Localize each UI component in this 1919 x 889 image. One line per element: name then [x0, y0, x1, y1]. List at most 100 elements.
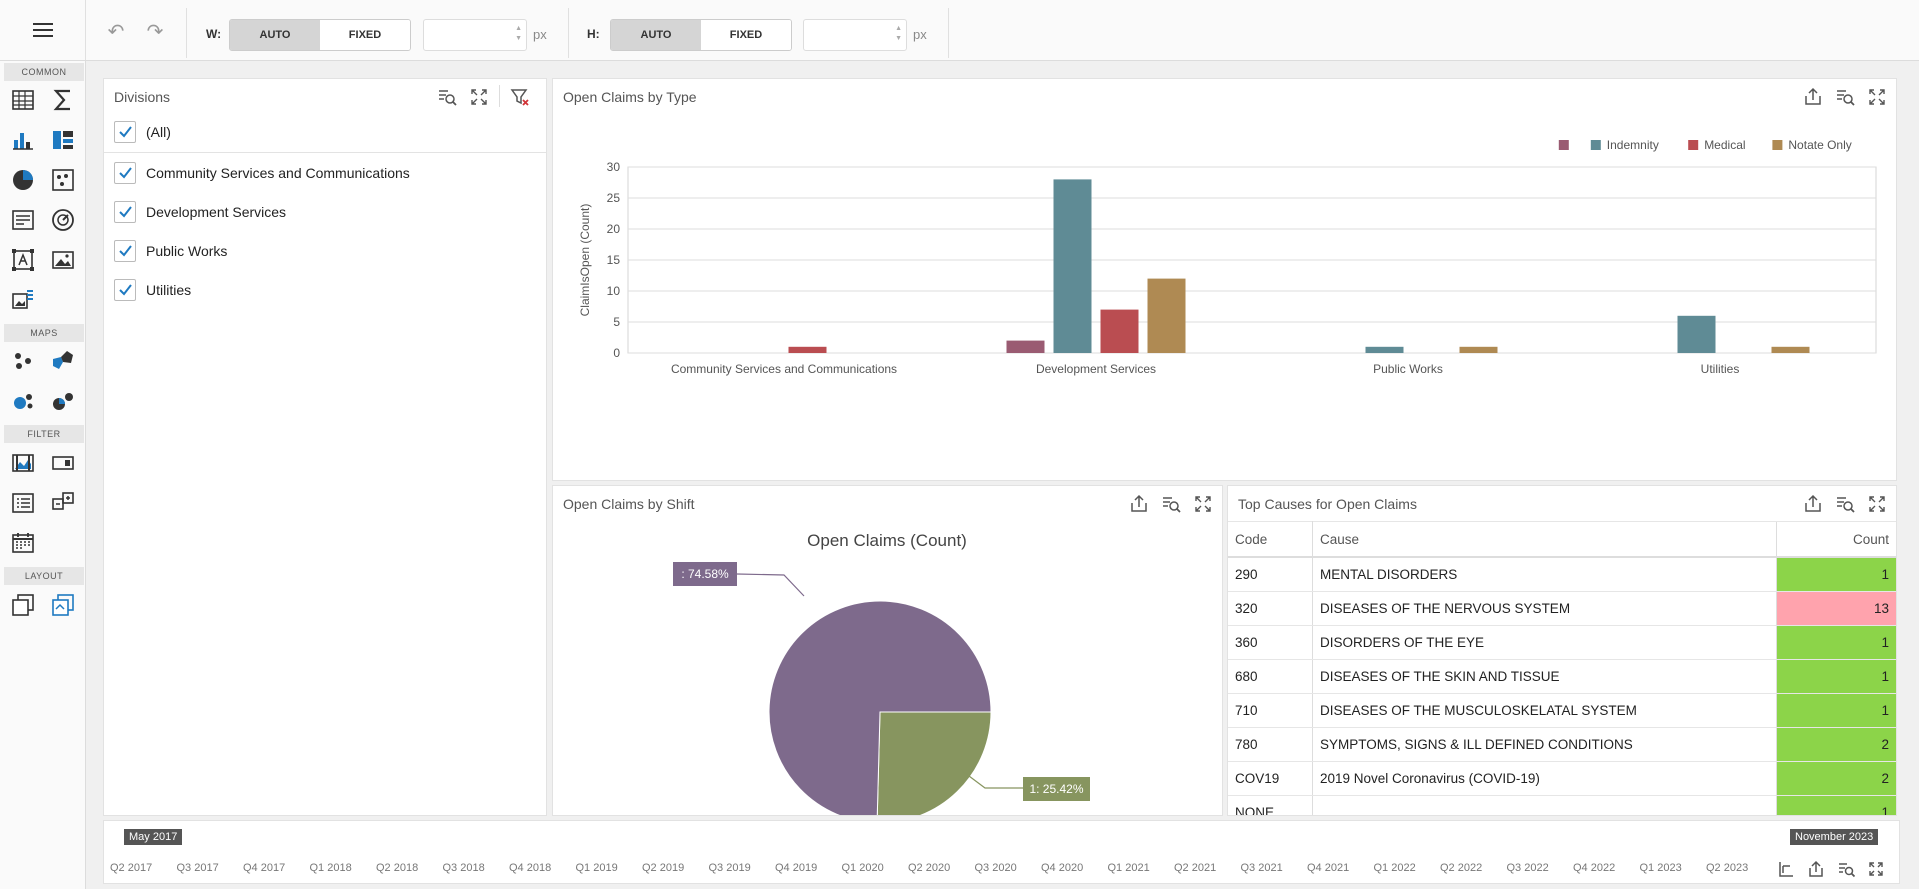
tab-container-icon[interactable]: [49, 591, 77, 619]
menu-button[interactable]: [0, 0, 86, 60]
height-auto-button[interactable]: AUTO: [611, 20, 701, 50]
check-icon: [119, 284, 132, 296]
clear-filter-icon[interactable]: [508, 85, 532, 109]
table-row[interactable]: 290 MENTAL DISORDERS 1: [1228, 557, 1896, 592]
clear-selection-icon[interactable]: [1833, 492, 1857, 516]
text-box-icon[interactable]: [9, 206, 37, 234]
bar: [1677, 315, 1716, 353]
undo-icon[interactable]: ↶: [107, 21, 125, 43]
maximize-icon[interactable]: [1865, 492, 1889, 516]
y-tick-label: 25: [607, 191, 621, 205]
tree-view-icon[interactable]: [49, 489, 77, 517]
causes-table: Code Cause Count 290 MENTAL DISORDERS 1 320…: [1228, 521, 1896, 815]
width-spinner-icon[interactable]: ▲ ▼: [515, 25, 522, 42]
timeline-label: Q2 2018: [376, 862, 419, 874]
cell-code: COV19: [1228, 761, 1313, 796]
division-item[interactable]: Community Services and Communications: [114, 158, 410, 188]
table-row[interactable]: 710 DISEASES OF THE MUSCULOSKELATAL SYSTE…: [1228, 693, 1896, 728]
table-row[interactable]: 780 SYMPTOMS, SIGNS & ILL DEFINED CONDITI…: [1228, 727, 1896, 762]
checkbox[interactable]: [114, 162, 136, 184]
table-row[interactable]: 320 DISEASES OF THE NERVOUS SYSTEM 13: [1228, 591, 1896, 626]
maximize-icon[interactable]: [1191, 492, 1215, 516]
table-row[interactable]: NONE 1: [1228, 795, 1896, 815]
export-icon[interactable]: [1804, 857, 1828, 881]
checkbox[interactable]: [114, 279, 136, 301]
date-range-timeline[interactable]: May 2017 November 2023 Q2 2017 Q3 2017 Q4 …: [103, 820, 1900, 884]
toolbox-panel: COMMON MAPS FILTER: [0, 61, 86, 889]
pie-map-icon[interactable]: [49, 387, 77, 415]
width-label: W:: [206, 27, 222, 41]
bubble-map-icon[interactable]: [9, 387, 37, 415]
cell-code: 710: [1228, 693, 1313, 728]
column-header-count[interactable]: Count: [1776, 521, 1896, 558]
timeline-start-tag[interactable]: May 2017: [124, 829, 183, 845]
width-fixed-button[interactable]: FIXED: [320, 20, 410, 50]
cell-count: 1: [1776, 659, 1896, 694]
treemap-icon[interactable]: [49, 126, 77, 154]
divisions-title: Divisions: [114, 89, 171, 105]
checkbox[interactable]: [114, 121, 136, 143]
division-label: (All): [146, 124, 171, 140]
division-item[interactable]: Public Works: [114, 236, 227, 266]
clear-selection-icon[interactable]: [1159, 492, 1183, 516]
export-icon[interactable]: [1801, 85, 1825, 109]
select-range-icon[interactable]: [1774, 857, 1798, 881]
width-input[interactable]: ▲ ▼: [423, 19, 527, 51]
timeline-end-tag[interactable]: November 2023: [1790, 829, 1879, 845]
claims-by-shift-card: Open Claims by Shift Open Claims (Count)…: [552, 485, 1223, 816]
export-icon[interactable]: [1127, 492, 1151, 516]
bar-chart-icon[interactable]: [9, 126, 37, 154]
maximize-icon[interactable]: [1865, 85, 1889, 109]
pie-leader-line: [736, 573, 805, 597]
timeline-label: Q1 2019: [575, 862, 618, 874]
cell-count: 13: [1776, 591, 1896, 626]
division-item[interactable]: Utilities: [114, 275, 191, 305]
bar: [1771, 346, 1810, 353]
division-item-all[interactable]: (All): [114, 117, 171, 147]
bar: [1006, 340, 1045, 353]
maximize-icon[interactable]: [1864, 857, 1888, 881]
image-icon[interactable]: [49, 246, 77, 274]
timeline-label: Q3 2019: [708, 862, 751, 874]
range-filter-icon[interactable]: [9, 449, 37, 477]
date-filter-icon[interactable]: [9, 529, 37, 557]
dot-map-icon[interactable]: [9, 347, 37, 375]
height-fixed-button[interactable]: FIXED: [701, 20, 791, 50]
table-row[interactable]: 360 DISORDERS OF THE EYE 1: [1228, 625, 1896, 660]
choropleth-map-icon[interactable]: [49, 347, 77, 375]
clear-selection-icon[interactable]: [1834, 857, 1858, 881]
y-tick-label: 15: [607, 253, 621, 267]
width-auto-button[interactable]: AUTO: [230, 20, 320, 50]
cell-count: 2: [1776, 761, 1896, 796]
image-list-icon[interactable]: [9, 286, 37, 314]
list-box-icon[interactable]: [9, 489, 37, 517]
checkbox[interactable]: [114, 240, 136, 262]
timeline-label: Q2 2019: [642, 862, 685, 874]
table-row[interactable]: COV19 2019 Novel Coronavirus (COVID-19) 2: [1228, 761, 1896, 796]
checkbox[interactable]: [114, 201, 136, 223]
grid-icon[interactable]: [9, 86, 37, 114]
height-spinner-icon[interactable]: ▲ ▼: [895, 25, 902, 42]
scatter-card-icon[interactable]: [49, 166, 77, 194]
group-icon[interactable]: [9, 591, 37, 619]
pie-chart-icon[interactable]: [9, 166, 37, 194]
redo-icon[interactable]: ↷: [146, 21, 164, 43]
top-causes-card: Top Causes for Open Claims Code Cause Co…: [1227, 485, 1897, 816]
column-header-code[interactable]: Code: [1228, 521, 1313, 558]
clear-selection-icon[interactable]: [435, 85, 459, 109]
table-row[interactable]: 680 DISEASES OF THE SKIN AND TISSUE 1: [1228, 659, 1896, 694]
bound-image-icon[interactable]: [9, 246, 37, 274]
gauge-icon[interactable]: [49, 206, 77, 234]
sum-icon[interactable]: [49, 86, 77, 114]
division-label: Development Services: [146, 204, 287, 220]
division-item[interactable]: Development Services: [114, 197, 286, 227]
combo-box-icon[interactable]: [49, 449, 77, 477]
cell-count: 1: [1776, 795, 1896, 815]
width-unit: px: [533, 27, 547, 42]
height-input[interactable]: ▲ ▼: [803, 19, 907, 51]
column-header-cause[interactable]: Cause: [1312, 521, 1777, 558]
maximize-icon[interactable]: [467, 85, 491, 109]
clear-selection-icon[interactable]: [1833, 85, 1857, 109]
export-icon[interactable]: [1801, 492, 1825, 516]
pie-slice: [768, 600, 992, 815]
